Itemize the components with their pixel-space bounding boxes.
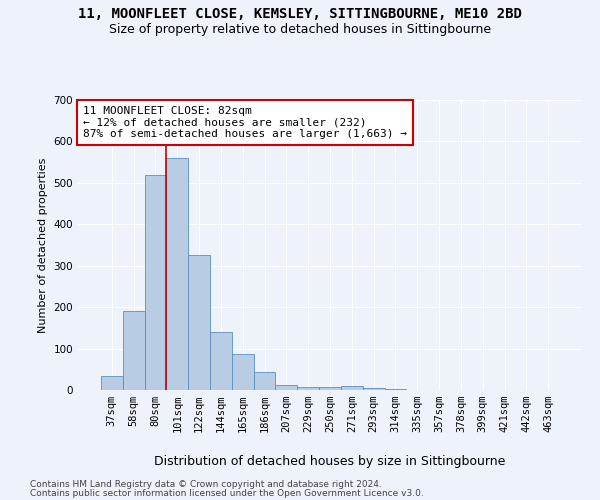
Bar [385, 389, 406, 390]
Bar [123, 312, 145, 390]
Bar [145, 176, 166, 390]
Bar [319, 386, 341, 390]
Text: Contains HM Land Registry data © Crown copyright and database right 2024.: Contains HM Land Registry data © Crown c… [30, 480, 382, 489]
Bar [341, 386, 363, 390]
Text: 11 MOONFLEET CLOSE: 82sqm
← 12% of detached houses are smaller (232)
87% of semi: 11 MOONFLEET CLOSE: 82sqm ← 12% of detac… [83, 106, 407, 139]
Y-axis label: Number of detached properties: Number of detached properties [38, 158, 48, 332]
Bar [166, 158, 188, 390]
Bar [210, 332, 232, 390]
Text: 11, MOONFLEET CLOSE, KEMSLEY, SITTINGBOURNE, ME10 2BD: 11, MOONFLEET CLOSE, KEMSLEY, SITTINGBOU… [78, 8, 522, 22]
Bar [101, 376, 123, 390]
Text: Size of property relative to detached houses in Sittingbourne: Size of property relative to detached ho… [109, 22, 491, 36]
Bar [297, 386, 319, 390]
Bar [363, 388, 385, 390]
Bar [254, 372, 275, 390]
Bar [188, 256, 210, 390]
Text: Contains public sector information licensed under the Open Government Licence v3: Contains public sector information licen… [30, 488, 424, 498]
Text: Distribution of detached houses by size in Sittingbourne: Distribution of detached houses by size … [154, 454, 506, 468]
Bar [275, 384, 297, 390]
Bar [232, 354, 254, 390]
